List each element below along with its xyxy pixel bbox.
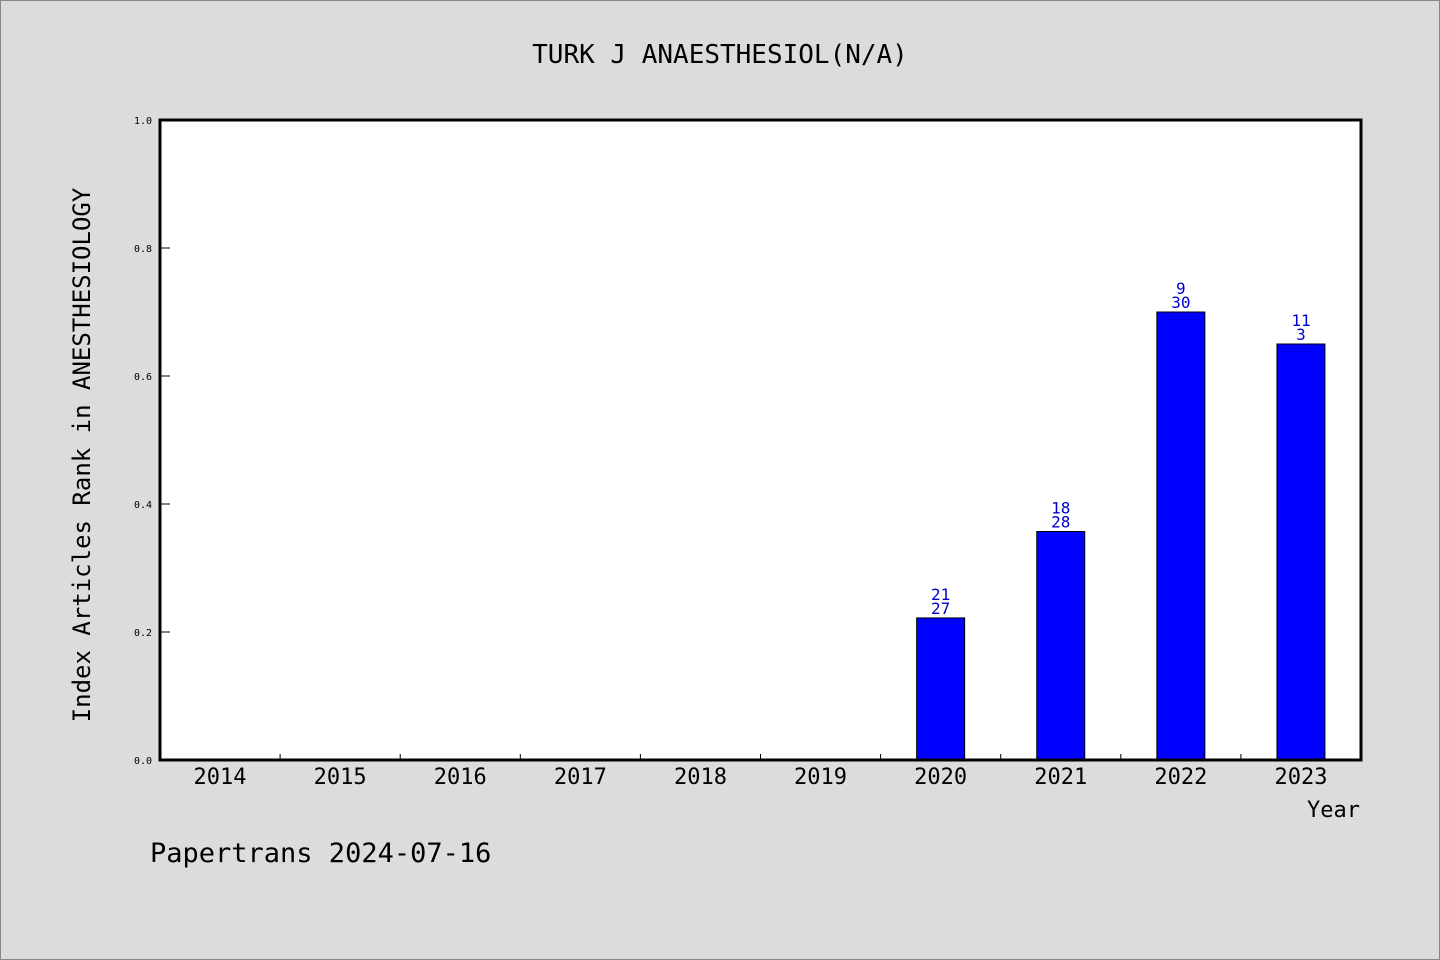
bar-data-label: 28 xyxy=(1051,513,1070,532)
y-tick-label: 0.8 xyxy=(134,244,152,255)
bar-2021 xyxy=(1036,531,1086,761)
y-tick-label: 0.2 xyxy=(134,628,152,639)
bar-data-label: 3 xyxy=(1296,325,1306,344)
chart-title: TURK J ANAESTHESIOL(N/A) xyxy=(532,40,908,70)
x-tick-label: 2021 xyxy=(1034,765,1087,790)
bar-2023 xyxy=(1276,343,1326,761)
x-tick-label: 2023 xyxy=(1274,765,1327,790)
y-tick-label: 0.6 xyxy=(134,372,152,383)
y-tick-label: 1.0 xyxy=(134,116,152,127)
x-tick-label: 2020 xyxy=(914,765,967,790)
x-tick-label: 2017 xyxy=(554,765,607,790)
y-tick-label: 0.0 xyxy=(134,756,152,767)
footer-credit: Papertrans 2024-07-16 xyxy=(150,838,491,869)
y-axis-ticks: 0.0 0.2 0.4 0.6 0.8 1.0 xyxy=(134,116,170,767)
bar-data-label: 21 xyxy=(931,585,950,604)
x-tick-label: 2022 xyxy=(1154,765,1207,790)
bars-group xyxy=(916,311,1326,761)
bar-data-label: 11 xyxy=(1291,311,1310,330)
bar-2022 xyxy=(1156,311,1206,761)
x-axis-label: Year xyxy=(1307,798,1360,823)
plot-frame xyxy=(158,118,1363,762)
x-tick-label: 2019 xyxy=(794,765,847,790)
x-tick-label: 2014 xyxy=(194,765,247,790)
bar-2020 xyxy=(916,617,966,761)
bar-data-label: 18 xyxy=(1051,499,1070,518)
bar-data-label: 27 xyxy=(931,599,950,618)
bar-data-label: 30 xyxy=(1171,293,1190,312)
y-axis-label: Index Articles Rank in ANESTHESIOLOGY xyxy=(68,187,96,722)
y-tick-label: 0.4 xyxy=(134,500,152,511)
x-tick-label: 2018 xyxy=(674,765,727,790)
x-axis-ticks: 2014 2015 2016 2017 2018 2019 2020 2021 2022 2023 xyxy=(194,754,1327,790)
x-tick-label: 2016 xyxy=(434,765,487,790)
bar-data-label: 9 xyxy=(1176,279,1186,298)
x-tick-label: 2015 xyxy=(314,765,367,790)
